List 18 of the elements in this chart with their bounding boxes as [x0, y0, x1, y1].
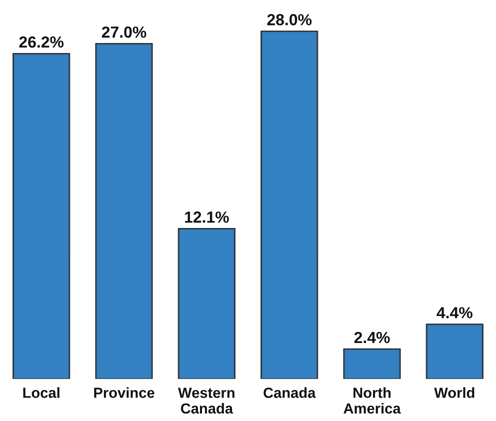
x-tick-label: World — [434, 387, 474, 398]
bar — [426, 324, 484, 379]
data-label: 12.1% — [185, 211, 229, 223]
bar — [343, 348, 401, 379]
bar — [12, 52, 70, 379]
x-tick-label: Western Canada — [178, 388, 234, 414]
data-label: 2.4% — [354, 332, 390, 344]
data-label: 4.4% — [436, 307, 472, 318]
x-tick-label: Local — [23, 387, 60, 398]
x-tick-label: North America — [344, 387, 401, 414]
data-label: 26.2% — [19, 36, 64, 48]
bar — [178, 228, 236, 379]
bar — [260, 30, 318, 379]
data-label: 28.0% — [267, 14, 312, 26]
x-tick-label: Province — [94, 387, 154, 398]
x-tick-label: Canada — [264, 387, 316, 398]
bar — [95, 43, 153, 379]
data-label: 27.0% — [102, 26, 146, 38]
